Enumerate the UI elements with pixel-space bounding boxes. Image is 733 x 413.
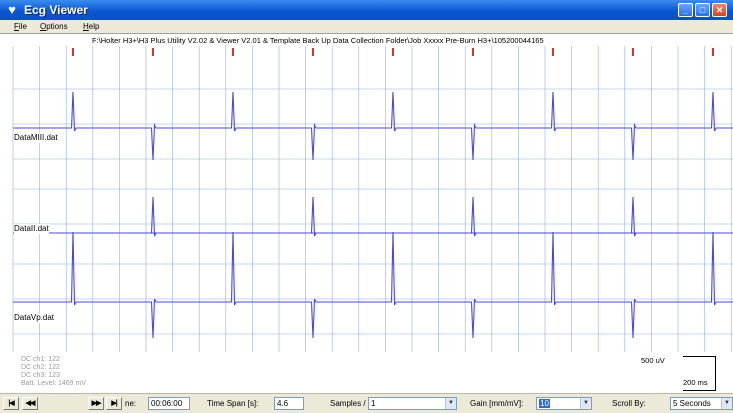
ecg-trace-vp: [13, 231, 733, 339]
calibration-box: [683, 356, 716, 391]
ecg-display[interactable]: F:\Holter H3+\H3 Plus Utility V2.02 & Vi…: [0, 33, 733, 393]
samples-per-pixel-select[interactable]: 1 ▼: [368, 397, 457, 410]
channel-label-ii: DataII.dat: [14, 224, 49, 234]
time-scale-label: 200 ms: [683, 378, 708, 387]
time-span-label: Time Span [s]:: [207, 399, 259, 408]
menu-help[interactable]: Help: [83, 22, 100, 31]
minimize-icon: _: [682, 5, 688, 15]
gain-label: Gain [mm/mV]:: [470, 399, 524, 408]
close-button[interactable]: ✕: [712, 3, 727, 17]
heart-icon: ♥: [8, 2, 16, 17]
scroll-by-value: 5 Seconds: [673, 399, 711, 408]
time-label: ne:: [125, 399, 137, 408]
maximize-button[interactable]: □: [695, 3, 710, 17]
title-bar[interactable]: ♥ Ecg Viewer _ □ ✕: [0, 0, 733, 20]
prev-icon: ◀◀: [25, 400, 36, 407]
menu-file[interactable]: File: [14, 22, 27, 31]
scroll-by-label: Scroll By:: [612, 399, 646, 408]
close-icon: ✕: [715, 5, 724, 15]
battery-level-status: Batt. Level: 1469 mV: [21, 380, 86, 387]
channel-label-vp: DataVp.dat: [14, 313, 55, 323]
chevron-down-icon[interactable]: ▼: [445, 398, 456, 409]
amplitude-scale-label: 500 uV: [641, 356, 665, 365]
dc-ch1-status: DC ch1: 122: [21, 356, 60, 363]
last-button[interactable]: ▶|: [106, 397, 122, 410]
time-input[interactable]: 00:06:00: [148, 397, 190, 410]
ecg-trace-canvas: [12, 46, 733, 352]
window-title: Ecg Viewer: [24, 3, 88, 17]
menu-bar: File Options Help: [0, 20, 733, 33]
menu-options[interactable]: Options: [40, 22, 68, 31]
minimize-button[interactable]: _: [678, 3, 693, 17]
last-icon: ▶|: [111, 400, 117, 407]
file-path: F:\Holter H3+\H3 Plus Utility V2.02 & Vi…: [92, 36, 544, 45]
first-icon: |◀: [8, 400, 14, 407]
dc-ch3-status: DC ch3: 123: [21, 372, 60, 379]
chevron-down-icon[interactable]: ▼: [721, 398, 732, 409]
previous-button[interactable]: ◀◀: [22, 397, 38, 410]
ecg-trace-miii: [13, 91, 733, 161]
beat-markers: [72, 48, 714, 56]
ecg-traces: [13, 91, 733, 339]
samples-per-pixel-value: 1: [371, 399, 376, 408]
samples-per-pixel-label: Samples / Pxl:: [330, 399, 382, 408]
time-span-input[interactable]: 4.6: [274, 397, 304, 410]
chevron-down-icon[interactable]: ▼: [580, 398, 591, 409]
grid-lines: [12, 46, 733, 352]
device-status: DC ch1: 122 DC ch2: 122 DC ch3: 123 Batt…: [21, 356, 86, 388]
scroll-by-select[interactable]: 5 Seconds ▼: [670, 397, 733, 410]
bottom-toolbar: |◀ ◀◀ ▶▶ ▶| ne: 00:06:00 Time Span [s]: …: [0, 393, 733, 413]
gain-select[interactable]: 10 ▼: [536, 397, 592, 410]
maximize-icon: □: [699, 5, 706, 15]
dc-ch2-status: DC ch2: 122: [21, 364, 60, 371]
channel-label-miii: DataMIII.dat: [14, 133, 58, 143]
first-button[interactable]: |◀: [3, 397, 19, 410]
next-button[interactable]: ▶▶: [88, 397, 104, 410]
gain-value: 10: [539, 399, 550, 408]
next-icon: ▶▶: [91, 400, 102, 407]
